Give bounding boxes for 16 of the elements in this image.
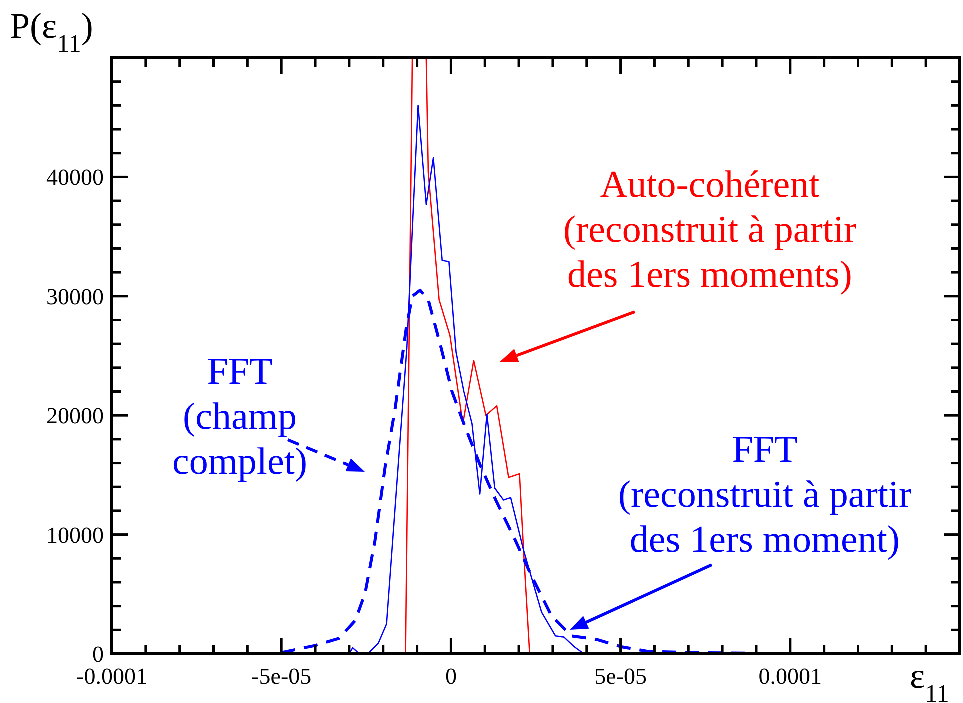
y-tick-label: 0: [92, 642, 104, 667]
y-tick-label: 40000: [46, 165, 104, 190]
x-tick-label: 0.0001: [758, 664, 822, 689]
x-tick-label: 0: [445, 664, 457, 689]
y-axis-title: P(ε$_{11}$): [10, 6, 94, 58]
text: Auto-cohérent (reconstruit à partir des 1ers moments): [563, 164, 857, 296]
x-tick-label: -5e-05: [252, 664, 312, 689]
line-series: [405, 58, 531, 654]
x-axis-title: ε$_{11}$: [910, 656, 950, 703]
series-label: FFT (champ complet): [172, 351, 308, 483]
x-tick-label: 5e-05: [594, 664, 647, 689]
x-tick-label: -0.0001: [76, 664, 148, 689]
y-tick-label: 10000: [46, 522, 104, 548]
y-tick-label: 20000: [46, 404, 104, 429]
text: FFT (reconstruit à partir des 1ers moment): [618, 429, 912, 561]
y-tick-label: 30000: [46, 284, 104, 310]
